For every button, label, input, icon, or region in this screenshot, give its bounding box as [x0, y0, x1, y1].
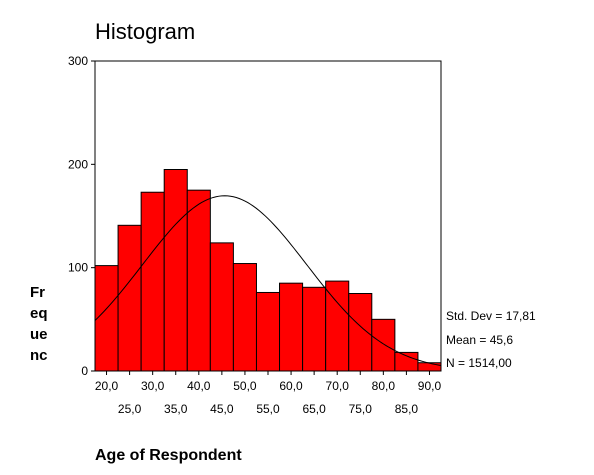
- y-axis-label-line: ue: [30, 326, 48, 343]
- y-tick-label: 0: [81, 364, 88, 378]
- histogram-bar: [348, 293, 373, 372]
- x-tick-label: 30,0: [141, 379, 165, 393]
- x-tick-label: 40,0: [187, 379, 211, 393]
- histogram-bar: [94, 265, 119, 372]
- histogram-bar: [163, 169, 188, 372]
- histogram-bar: [325, 280, 350, 372]
- histogram-bar: [371, 318, 396, 372]
- x-tick-label: 20,0: [95, 379, 119, 393]
- chart-title: Histogram: [95, 19, 195, 44]
- x-tick-label: 35,0: [164, 402, 188, 416]
- histogram-bar: [417, 362, 442, 372]
- x-tick-label: 50,0: [233, 379, 257, 393]
- x-tick-label: 55,0: [256, 402, 280, 416]
- y-axis: 0 100 200 300: [68, 54, 95, 378]
- stat-n: N = 1514,00: [446, 356, 512, 370]
- histogram-bar: [140, 191, 165, 372]
- x-tick-label: 90,0: [418, 379, 442, 393]
- histogram-bar: [117, 224, 142, 372]
- histogram-bar: [186, 189, 211, 372]
- y-axis-label-line: nc: [30, 347, 48, 364]
- x-tick-label: 85,0: [395, 402, 419, 416]
- x-tick-label: 45,0: [210, 402, 234, 416]
- y-axis-label-line: y: [30, 368, 39, 385]
- y-tick-label: 100: [68, 261, 88, 275]
- x-axis: 20,0 30,0 40,0 50,0 60,0 70,0 80,0 90,0 25,0 35,0…: [95, 371, 442, 416]
- histogram-bar: [394, 351, 419, 372]
- histogram-bar: [232, 263, 257, 372]
- x-tick-label: 60,0: [279, 379, 303, 393]
- histogram-bars: [94, 169, 442, 372]
- x-tick-label: 25,0: [118, 402, 142, 416]
- x-tick-label: 65,0: [302, 402, 326, 416]
- x-tick-label: 80,0: [372, 379, 396, 393]
- y-axis-label-line: Fr: [30, 284, 45, 301]
- histogram-bar: [255, 291, 281, 372]
- y-tick-label: 300: [68, 54, 88, 68]
- normal-curve: [94, 195, 442, 367]
- stat-mean: Mean = 45,6: [446, 333, 513, 347]
- x-axis-label: Age of Respondent: [95, 447, 242, 464]
- stat-std-dev: Std. Dev = 17,81: [446, 309, 536, 323]
- x-tick-label: 75,0: [349, 402, 373, 416]
- summary-stats: Std. Dev = 17,81 Mean = 45,6 N = 1514,00: [446, 309, 536, 370]
- y-axis-label: Fr eq ue nc y: [30, 284, 48, 385]
- y-tick-label: 200: [68, 157, 88, 171]
- histogram-bar: [209, 242, 234, 372]
- histogram-bar: [302, 286, 327, 372]
- x-tick-label: 70,0: [326, 379, 350, 393]
- y-axis-label-line: eq: [30, 305, 48, 322]
- histogram-bar: [279, 282, 304, 372]
